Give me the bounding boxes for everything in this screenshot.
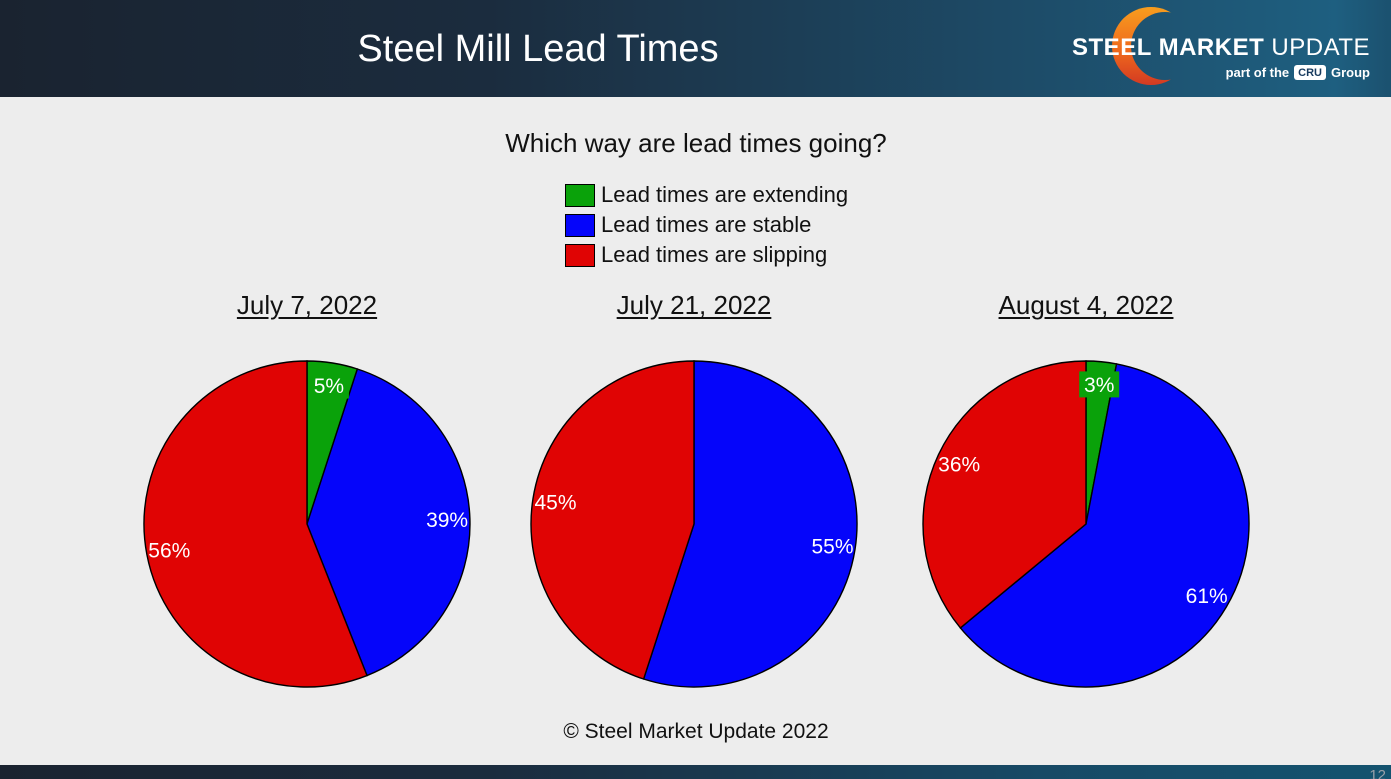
smu-logo-light-text: UPDATE [1271, 34, 1370, 61]
pie-slice-label: 39% [426, 509, 468, 532]
pie-slice [143, 360, 368, 688]
pie-label-bg [1079, 371, 1120, 398]
pie-title-july-7: July 7, 2022 [236, 290, 378, 320]
smu-crescent-icon [1112, 7, 1190, 85]
smu-logo-wordmark: STEEL MARKET UPDATE [1072, 34, 1370, 62]
pie-slice [642, 360, 858, 688]
pie-slice-label: 36% [938, 454, 980, 477]
legend-swatch [565, 243, 595, 267]
pie-slice [959, 363, 1250, 688]
legend: Lead times are extending Lead times are s… [565, 182, 849, 274]
header-bar: Steel Mill Lead Times STEEL M [0, 0, 1391, 97]
cru-badge: CRU [1294, 65, 1326, 81]
smu-logo-tagline: part of the CRU Group [1225, 65, 1370, 81]
pie-title-july-21: July 21, 2022 [616, 290, 772, 320]
slide-title: Steel Mill Lead Times [357, 28, 719, 70]
legend-item-2: Lead times are slipping [565, 242, 848, 267]
legend-label: Lead times are stable [601, 212, 812, 237]
pie-chart-july-7: 5% 39% 56% [137, 354, 477, 694]
pie-chart-august-4: 3% 61% 36% [916, 354, 1256, 694]
pie-slice [306, 368, 471, 677]
pie-slice [922, 360, 1087, 629]
pie-chart-block-3: August 4, 2022 3% 61% 36% [916, 290, 1256, 694]
pie-title-august-4: August 4, 2022 [998, 290, 1174, 320]
tagline-suffix: Group [1331, 65, 1370, 81]
pie-chart-july-21: 55% 45% [524, 354, 864, 694]
smu-logo: STEEL MARKET UPDATE part of the CRU Grou… [1072, 4, 1372, 94]
chart-question-title: Which way are lead times going? [505, 128, 887, 158]
legend-label: Lead times are slipping [601, 242, 828, 267]
pie-slice-label: 56% [148, 540, 190, 563]
pie-slice-label: 55% [811, 535, 853, 558]
footer-bar [0, 765, 1391, 779]
pie-slice-label: 61% [1186, 585, 1228, 608]
legend-swatch [565, 213, 595, 237]
copyright-text: © Steel Market Update 2022 [563, 720, 829, 743]
legend-item-0: Lead times are extending [565, 182, 849, 207]
legend-swatch [565, 183, 595, 207]
pie-chart-block-1: July 7, 2022 5% 39% 56% [137, 290, 477, 694]
pie-slice-label: 45% [534, 491, 576, 514]
pie-label-bg [308, 372, 349, 399]
pie-slice [530, 360, 695, 680]
pie-chart-block-2: July 21, 2022 55% 45% [524, 290, 864, 694]
legend-item-1: Lead times are stable [565, 212, 848, 237]
tagline-prefix: part of the [1225, 65, 1290, 81]
pie-slice-label: 5% [314, 375, 344, 398]
smu-logo-bold-text: STEEL MARKET [1072, 34, 1265, 61]
page-number: 12 [1369, 767, 1386, 779]
legend-label: Lead times are extending [601, 182, 849, 207]
pie-slice-label: 3% [1084, 374, 1114, 397]
